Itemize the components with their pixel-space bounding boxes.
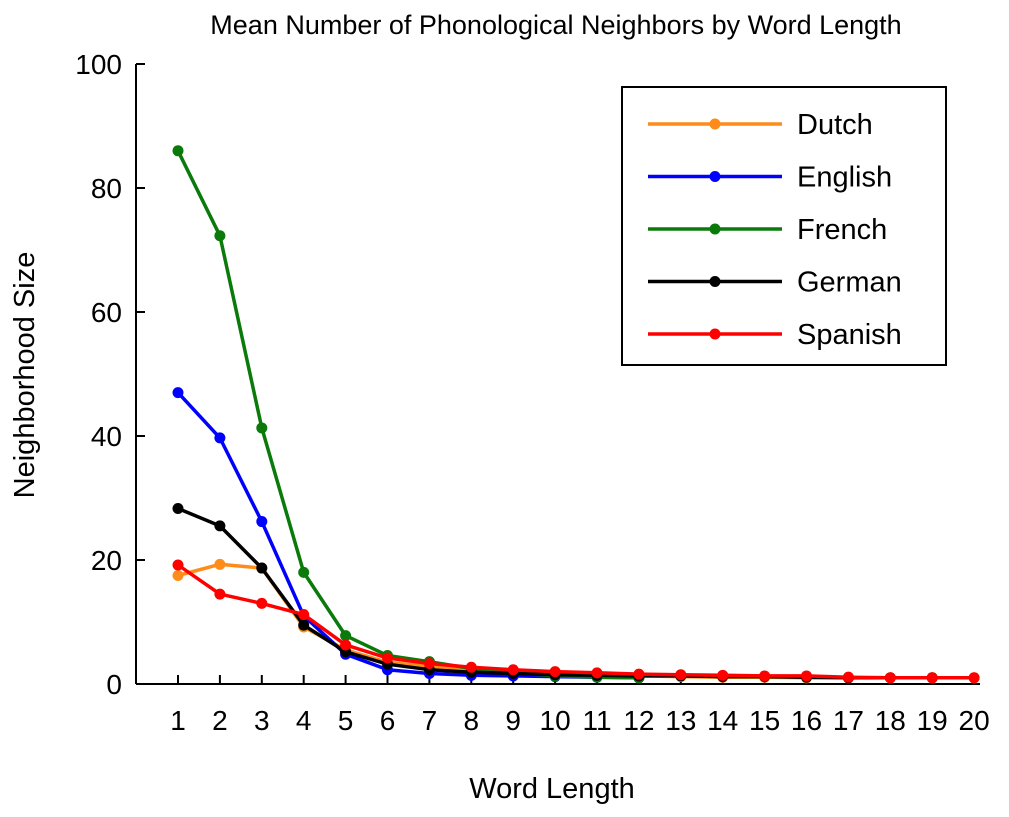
x-tick-label: 12 [623,705,654,736]
data-point [382,652,393,664]
data-point [172,503,184,515]
y-tick-label: 60 [91,297,122,328]
series-french [172,145,645,684]
x-tick-label: 3 [254,705,270,736]
legend-marker [709,171,721,182]
data-point [298,609,310,621]
x-tick-label: 19 [917,705,948,736]
x-tick-label: 18 [875,705,906,736]
data-point [214,558,226,570]
series-english [172,387,645,684]
x-tick-label: 11 [582,705,611,736]
data-point [298,566,310,578]
data-point [842,671,854,683]
x-tick-label: 16 [791,705,822,736]
legend-label: German [797,267,902,299]
data-point [256,516,268,528]
x-tick-label: 7 [422,705,438,736]
data-point [340,639,352,651]
data-point [507,664,519,676]
data-point [172,559,184,571]
data-point [549,666,561,678]
data-point [926,672,938,684]
legend-label: Dutch [797,109,873,141]
legend-label: Spanish [797,319,902,351]
legend-marker [709,328,721,340]
data-point [759,670,771,682]
legend-box [621,86,947,366]
x-axis-label: Word Length [469,773,635,805]
x-tick-label: 4 [296,705,312,736]
data-point [214,432,226,444]
legend-marker [709,223,721,235]
data-point [214,520,226,532]
legend-marker [709,276,721,287]
data-point [884,672,896,684]
data-point [633,668,645,680]
series-layer [172,145,980,684]
data-point [717,669,729,681]
y-tick-label: 80 [91,173,122,204]
data-point [172,145,184,157]
legend-marker [709,118,721,130]
data-point [465,661,477,673]
y-tick-label: 0 [106,669,122,700]
series-line [177,562,975,680]
data-point [256,562,268,574]
y-tick-label: 20 [91,545,122,576]
legend-label: English [797,162,892,194]
data-point [298,619,310,631]
series-spanish [172,559,980,684]
chart-title: Mean Number of Phonological Neighbors by… [210,10,901,40]
data-point [340,630,352,642]
x-tick-label: 8 [464,705,480,736]
data-point [968,672,980,684]
x-tick-label: 5 [338,705,354,736]
x-tick-label: 20 [959,705,990,736]
x-tick-label: 10 [540,705,571,736]
data-point [675,669,687,681]
legend-label: French [797,214,887,246]
x-tick-label: 6 [380,705,396,736]
x-tick-label: 14 [707,705,738,736]
data-point [256,422,268,434]
data-point [801,670,812,682]
x-tick-label: 9 [505,705,521,736]
y-axis-label: Neighborhood Size [9,252,41,499]
x-tick-label: 1 [170,705,186,736]
data-point [172,387,184,399]
legend: Dutch English French German Spanish [621,86,947,366]
series-german [172,503,938,684]
y-tick-label: 40 [91,421,122,452]
series-line [176,391,639,680]
series-line [177,563,975,680]
x-tick-label: 13 [665,705,696,736]
x-tick-label: 2 [212,705,228,736]
data-point [591,667,603,679]
data-point [256,597,268,609]
data-point [214,230,226,242]
x-tick-label: 17 [833,705,864,736]
series-dutch [172,558,980,684]
x-tick-label: 15 [749,705,780,736]
data-point [214,588,226,600]
data-point [423,658,435,670]
y-tick-label: 100 [75,49,122,80]
data-point [172,570,184,581]
